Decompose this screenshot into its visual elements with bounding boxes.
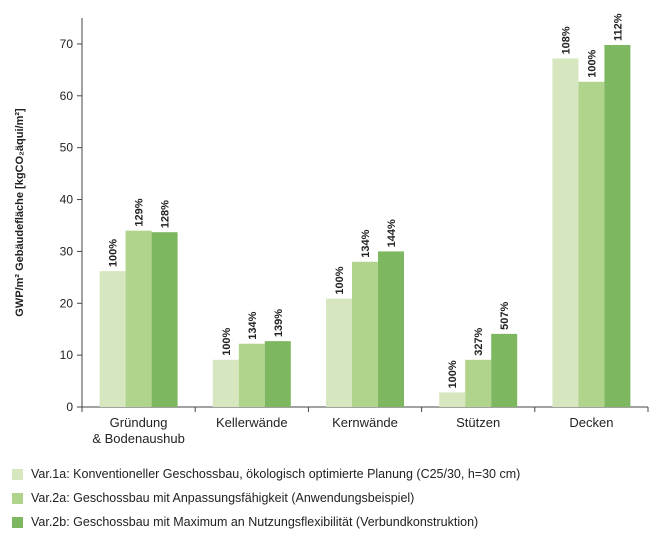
bar [326,298,352,407]
y-tick-label: 10 [60,348,74,362]
bar-data-label: 112% [612,13,624,41]
bar [264,341,291,407]
bar-data-label: 134% [247,311,259,339]
legend-swatch-var-2b [12,516,23,528]
bar-data-label: 100% [108,239,120,267]
y-tick-label: 70 [60,37,74,51]
legend-label-var-2b: Var.2b: Geschossbau mit Maximum an Nutzu… [31,515,479,529]
bar-data-label: 100% [334,266,346,294]
bar [99,271,126,407]
x-tick-label: Stützen [456,415,500,430]
bar [439,392,466,407]
y-tick-label: 0 [66,400,73,414]
y-tick-label: 50 [60,141,74,155]
bar [552,58,579,408]
bar-data-label: 507% [499,302,511,330]
x-tick-label: Decken [569,415,613,430]
legend-swatch-var-2a [12,492,23,504]
bar [212,359,239,407]
bar [578,81,605,408]
y-tick-label: 40 [60,193,74,207]
bar-data-label: 144% [386,219,398,247]
y-tick-label: 60 [60,89,74,103]
x-tick-label: Kellerwände [216,415,288,430]
bar [604,44,631,407]
bar-data-label: 327% [473,327,485,355]
legend-item-var-1a: Var.1a: Konventioneller Geschossbau, öko… [12,462,652,486]
bar-data-label: 108% [560,26,572,54]
bar-data-label: 134% [360,229,372,257]
x-tick-label: Kernwände [332,415,398,430]
y-tick-label: 30 [60,244,74,258]
legend-label-var-2a: Var.2a: Geschossbau mit Anpassungsfähigk… [31,491,415,505]
bar [238,343,265,407]
bar [352,261,378,407]
bar-data-label: 100% [221,327,233,355]
legend-item-var-2a: Var.2a: Geschossbau mit Anpassungsfähigk… [12,486,652,510]
bar-data-label: 128% [160,200,172,228]
bar [125,230,152,407]
bar-data-label: 139% [273,309,285,337]
bar-data-label: 100% [586,49,598,77]
legend-swatch-var-1a [12,468,23,480]
x-tick-label: & Bodenaushub [92,431,185,446]
x-tick-label: Gründung [110,415,168,430]
bar-data-label: 129% [134,198,146,226]
bar [151,232,178,407]
y-tick-label: 20 [60,296,74,310]
legend-item-var-2b: Var.2b: Geschossbau mit Maximum an Nutzu… [12,510,652,534]
y-axis-title: GWP/m² Gebäudefläche [kgCO₂äqui/m²] [14,108,26,317]
bar [378,251,404,407]
bar-data-label: 100% [447,360,459,388]
bar [491,333,518,407]
legend-label-var-1a: Var.1a: Konventioneller Geschossbau, öko… [31,467,521,481]
bar-chart: 0 10 20 30 40 50 60 70 GWP/m² Gebäudefläche [kgC… [14,13,649,446]
bar [465,359,492,407]
legend: Var.1a: Konventioneller Geschossbau, öko… [12,462,652,534]
